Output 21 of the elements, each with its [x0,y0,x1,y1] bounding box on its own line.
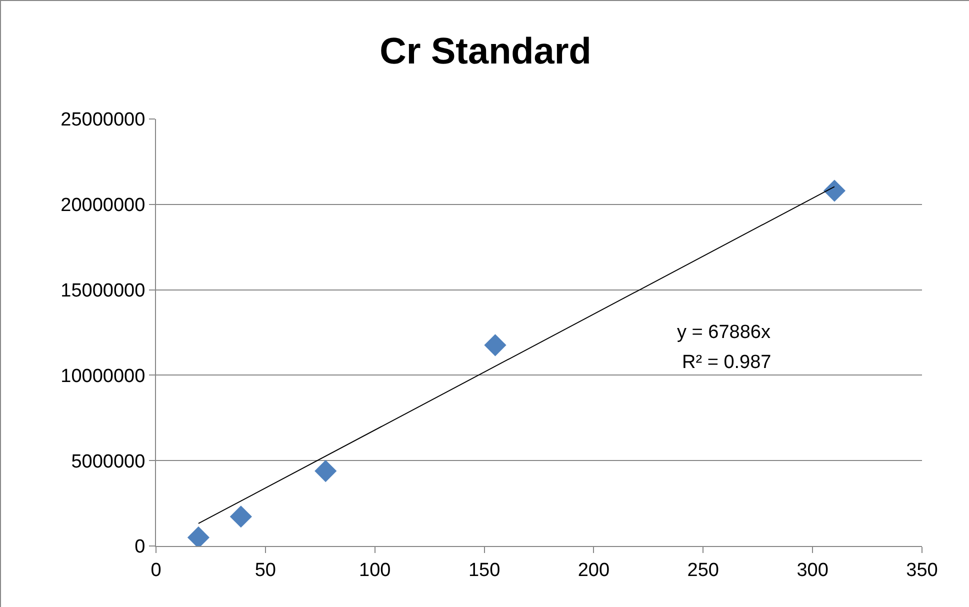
y-tick-label: 15000000 [60,280,146,302]
x-tick-label: 0 [150,560,162,581]
point [823,180,846,202]
point [314,460,337,482]
x-tick-label: 100 [359,560,391,581]
annotation: y = 67886x [677,322,771,343]
chart-title: Cr Standard [380,30,592,72]
x-tick-label: 200 [578,560,610,581]
x-tick-label: 250 [687,560,719,581]
point [484,334,506,356]
y-tick-label: 10000000 [60,366,146,387]
x-tick-label: 150 [468,560,500,581]
annotation: R² = 0.987 [682,352,772,373]
x-tick-label: 350 [906,560,938,581]
x-tick-label: 300 [796,560,828,581]
x-tick-label: 50 [254,560,276,581]
y-tick-label: 5000000 [71,451,146,472]
y-tick-label: 0 [134,536,146,558]
y-tick-label: 25000000 [60,110,146,131]
y-tick-label: 20000000 [60,195,146,216]
point [230,506,252,528]
